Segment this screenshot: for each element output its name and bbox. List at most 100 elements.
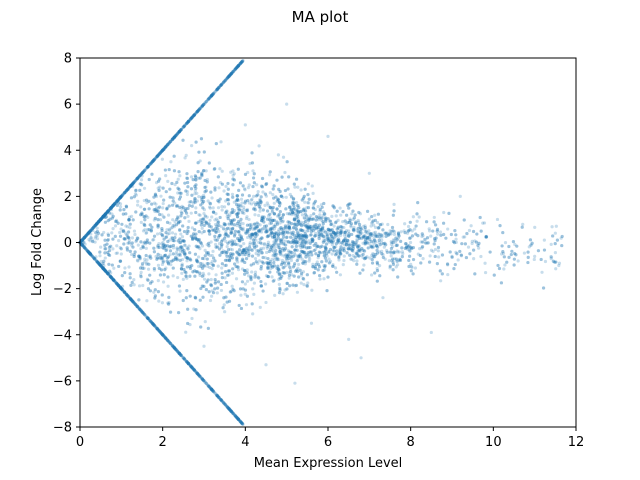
scatter-point <box>296 266 300 270</box>
scatter-point <box>83 235 87 239</box>
scatter-point <box>163 168 167 172</box>
scatter-point <box>472 248 476 252</box>
scatter-point <box>231 252 235 256</box>
scatter-point <box>355 238 359 242</box>
scatter-point <box>522 251 527 255</box>
scatter-point <box>168 259 172 264</box>
scatter-point <box>378 274 382 278</box>
scatter-point <box>245 209 249 213</box>
scatter-point <box>245 223 250 227</box>
scatter-point <box>193 177 198 182</box>
scatter-point <box>94 255 98 259</box>
scatter-point <box>553 231 557 235</box>
scatter-point <box>291 265 295 269</box>
scatter-point <box>446 272 450 277</box>
scatter-point <box>321 239 326 243</box>
scatter-point <box>167 295 171 299</box>
scatter-point <box>180 263 184 268</box>
scatter-point <box>230 231 234 235</box>
scatter-point <box>316 253 321 258</box>
scatter-point <box>96 231 101 235</box>
scatter-point <box>291 202 295 206</box>
scatter-point <box>300 198 304 202</box>
scatter-point <box>236 260 240 264</box>
scatter-point <box>316 256 320 260</box>
scatter-point <box>240 280 245 284</box>
scatter-point <box>341 263 345 267</box>
scatter-point <box>408 240 413 245</box>
scatter-point <box>204 220 208 224</box>
scatter-point <box>193 274 197 278</box>
scatter-point <box>213 234 217 239</box>
scatter-point <box>142 186 147 190</box>
scatter-point <box>216 220 221 224</box>
scatter-point <box>175 258 179 262</box>
scatter-point <box>374 233 378 237</box>
scatter-point <box>115 220 119 224</box>
scatter-point <box>280 261 285 265</box>
scatter-point <box>219 244 223 248</box>
scatter-point <box>500 244 504 248</box>
scatter-point <box>463 242 467 246</box>
scatter-point <box>362 263 366 267</box>
scatter-point <box>130 252 134 257</box>
scatter-point <box>264 182 269 186</box>
scatter-point <box>206 326 210 330</box>
scatter-point <box>392 230 397 234</box>
scatter-point <box>281 235 286 239</box>
scatter-point <box>164 235 168 239</box>
scatter-point <box>129 243 134 247</box>
scatter-point <box>139 270 143 274</box>
scatter-point <box>228 222 232 226</box>
scatter-point <box>387 233 391 237</box>
scatter-point <box>84 234 88 238</box>
scatter-point <box>183 270 187 274</box>
scatter-point <box>161 280 166 284</box>
scatter-point <box>199 325 203 329</box>
scatter-point <box>132 195 136 199</box>
scatter-point <box>136 243 140 247</box>
scatter-point <box>216 219 220 223</box>
scatter-point <box>211 291 216 295</box>
scatter-point <box>347 243 352 247</box>
scatter-point <box>161 201 165 206</box>
scatter-point <box>115 251 120 255</box>
scatter-point <box>209 261 213 266</box>
scatter-point <box>357 222 362 227</box>
scatter-point <box>143 257 147 261</box>
scatter-point <box>126 230 131 234</box>
scatter-point <box>447 211 451 215</box>
scatter-point <box>114 219 118 224</box>
scatter-point <box>286 230 290 234</box>
scatter-point <box>380 249 384 253</box>
scatter-point <box>432 215 436 220</box>
scatter-point <box>554 260 558 264</box>
scatter-point <box>98 254 102 258</box>
scatter-point <box>296 204 300 208</box>
scatter-point <box>152 195 156 199</box>
scatter-point <box>258 209 262 213</box>
scatter-point <box>187 244 191 248</box>
scatter-point <box>455 252 459 256</box>
scatter-point <box>375 220 380 225</box>
scatter-point <box>274 252 278 256</box>
scatter-point <box>191 236 195 240</box>
scatter-point <box>190 226 194 230</box>
scatter-point <box>108 244 113 248</box>
scatter-point <box>92 225 96 229</box>
scatter-point <box>181 138 185 142</box>
scatter-point <box>185 176 190 180</box>
scatter-point <box>317 236 321 241</box>
scatter-point <box>206 264 210 268</box>
scatter-point <box>281 195 285 199</box>
scatter-point <box>389 239 393 244</box>
scatter-point <box>399 230 403 234</box>
scatter-point <box>126 236 130 240</box>
scatter-point <box>104 247 108 251</box>
scatter-point <box>268 205 272 209</box>
scatter-point <box>292 226 296 230</box>
scatter-point <box>237 208 241 212</box>
scatter-point <box>390 225 395 230</box>
scatter-point <box>251 227 255 231</box>
scatter-point <box>273 223 278 227</box>
